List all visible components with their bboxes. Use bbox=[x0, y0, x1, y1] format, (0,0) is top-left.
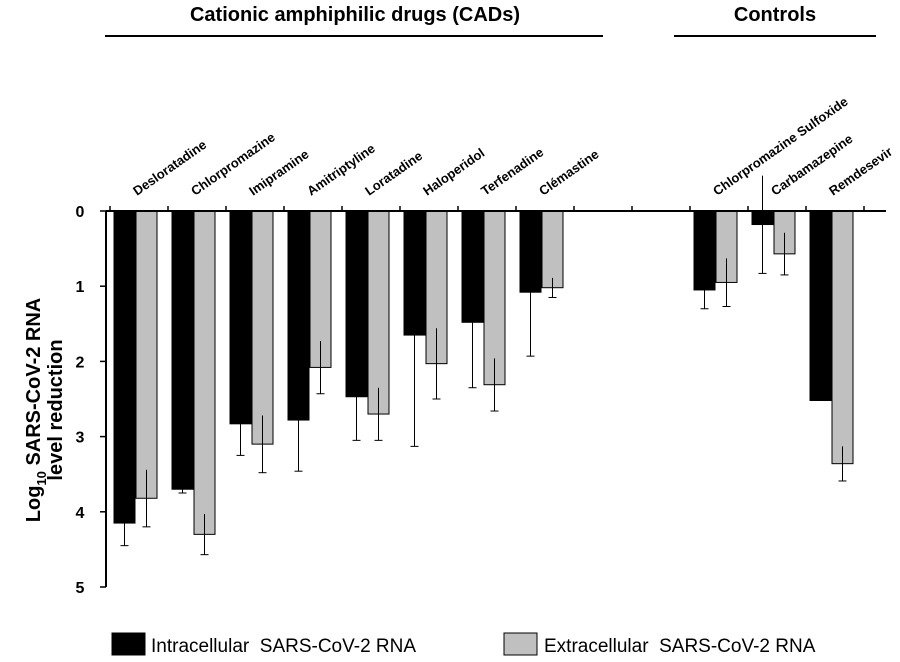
legend: Intracellular SARS-CoV-2 RNA Extracellul… bbox=[111, 632, 816, 657]
y-tick-label: 4 bbox=[76, 505, 85, 522]
bar-extracellular bbox=[251, 210, 274, 445]
group-title-controls: Controls bbox=[734, 4, 816, 26]
bar-intracellular bbox=[809, 210, 832, 402]
y-axis-label-sub: 10 bbox=[34, 471, 49, 485]
y-tick-label: 3 bbox=[76, 430, 85, 447]
y-axis-label-rest: SARS-CoV-2 RNA bbox=[23, 298, 45, 471]
y-axis-label-line2: level reduction bbox=[45, 339, 67, 480]
category-label: Haloperidol bbox=[420, 145, 487, 198]
group-title-cads: Cationic amphiphilic drugs (CADs) bbox=[190, 4, 520, 26]
bar-extracellular bbox=[135, 210, 158, 499]
bar-extracellular bbox=[541, 210, 564, 289]
y-tick-label: 5 bbox=[76, 580, 85, 597]
legend-label-intracellular: Intracellular SARS-CoV-2 RNA bbox=[151, 636, 416, 657]
legend-swatch-intracellular bbox=[111, 632, 146, 656]
y-axis-label: Log10 SARS-CoV-2 RNA level reduction bbox=[23, 298, 67, 522]
y-axis-label-base: Log bbox=[23, 486, 45, 523]
category-label: Clémastine bbox=[536, 146, 601, 198]
bar-intracellular bbox=[229, 210, 252, 425]
bar-extracellular bbox=[831, 210, 854, 465]
category-label: Terfenadine bbox=[478, 144, 546, 198]
bar-extracellular bbox=[193, 210, 216, 535]
bar-intracellular bbox=[171, 210, 194, 490]
svg-text:Log10 SARS-CoV-2 RNA: Log10 SARS-CoV-2 RNA bbox=[23, 298, 49, 522]
legend-label-extracellular: Extracellular SARS-CoV-2 RNA bbox=[544, 636, 816, 657]
legend-swatch-extracellular bbox=[503, 632, 538, 656]
y-tick-label: 0 bbox=[76, 204, 85, 221]
bar-extracellular bbox=[367, 210, 390, 415]
y-tick-label: 1 bbox=[76, 279, 85, 296]
y-tick-label: 2 bbox=[76, 354, 85, 371]
plot-area: 012345DesloratadineChlorpromazineImipram… bbox=[76, 94, 896, 597]
bar-intracellular bbox=[113, 210, 136, 524]
